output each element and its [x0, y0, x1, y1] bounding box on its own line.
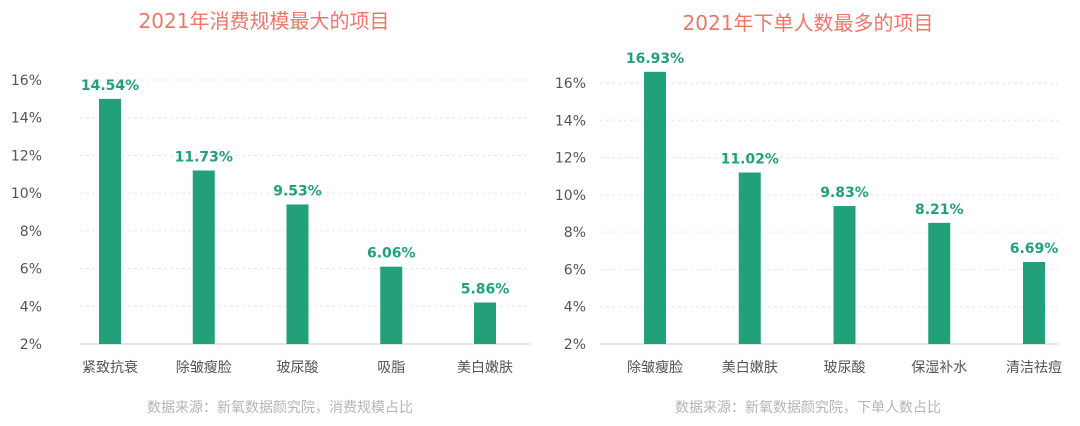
y-tick-label: 12%	[555, 151, 586, 167]
x-tick-label: 保湿补水	[911, 360, 967, 376]
x-tick-label: 紧致抗衰	[82, 359, 138, 376]
source-note: 数据来源：新氧数据颜究院，消费规模占比	[147, 400, 413, 416]
bar[interactable]	[738, 172, 761, 344]
y-axis: 2% 4% 6% 8% 10% 12% 14% 16%	[11, 73, 530, 353]
chart-title: 2021年下单人数最多的项目	[683, 11, 934, 35]
data-label: 16.93%	[626, 51, 684, 67]
x-axis: 紧致抗衰 除皱瘦脸 玻尿酸 吸脂 美白嫩肤	[82, 359, 513, 376]
x-tick-label: 美白嫩肤	[457, 360, 513, 376]
y-tick-label: 4%	[20, 299, 42, 315]
data-label: 9.83%	[820, 185, 869, 201]
x-tick-label: 美白嫩肤	[722, 360, 778, 376]
bar[interactable]	[99, 98, 121, 344]
bar[interactable]	[286, 204, 309, 344]
y-tick-label: 16%	[555, 76, 586, 92]
y-tick-label: 10%	[555, 188, 586, 204]
bar[interactable]	[644, 71, 666, 345]
data-label: 6.69%	[1010, 241, 1059, 257]
y-tick-label: 2%	[564, 337, 586, 353]
y-tick-label: 10%	[11, 186, 42, 202]
grid	[600, 82, 1058, 308]
x-tick-label: 玻尿酸	[277, 360, 319, 376]
data-label: 5.86%	[461, 282, 510, 298]
bar-series: 14.54% 11.73% 9.53% 6.06% 5.86%	[81, 78, 509, 344]
y-tick-label: 4%	[564, 300, 586, 316]
y-tick-label: 8%	[20, 224, 42, 240]
y-tick-label: 14%	[11, 111, 42, 127]
y-tick-label: 12%	[11, 148, 42, 164]
y-axis: 2% 4% 6% 8% 10% 12% 14% 16%	[555, 76, 1058, 353]
data-label: 9.53%	[273, 183, 322, 199]
y-tick-label: 14%	[555, 113, 586, 129]
bar[interactable]	[833, 206, 856, 344]
bar[interactable]	[1023, 261, 1045, 344]
chart-consumption-scale: 2021年消费规模最大的项目 2% 4% 6% 8% 10% 12% 14% 16% 14.5…	[11, 9, 530, 416]
y-tick-label: 6%	[20, 262, 42, 278]
data-label: 11.02%	[721, 151, 779, 167]
data-label: 11.73%	[175, 150, 233, 166]
x-tick-label: 除皱瘦脸	[627, 359, 683, 376]
bar[interactable]	[380, 266, 403, 344]
x-tick-label: 除皱瘦脸	[176, 359, 232, 376]
bar[interactable]	[192, 170, 215, 344]
x-tick-label: 吸脂	[377, 360, 405, 376]
bar[interactable]	[928, 222, 951, 344]
y-tick-label: 6%	[564, 262, 586, 278]
chart-title: 2021年消费规模最大的项目	[139, 9, 390, 33]
bar-series: 16.93% 11.02% 9.83% 8.21% 6.69%	[626, 51, 1059, 345]
y-tick-label: 16%	[11, 73, 42, 89]
x-tick-label: 清洁祛痘	[1006, 360, 1062, 376]
x-axis: 除皱瘦脸 美白嫩肤 玻尿酸 保湿补水 清洁祛痘	[627, 359, 1062, 376]
x-tick-label: 玻尿酸	[824, 360, 866, 376]
data-label: 8.21%	[915, 202, 964, 218]
data-label: 6.06%	[367, 246, 416, 262]
data-label: 14.54%	[81, 78, 139, 94]
chart-order-count: 2021年下单人数最多的项目 2% 4% 6% 8% 10% 12% 14% 16% 16.9…	[555, 11, 1062, 416]
bar[interactable]	[474, 302, 496, 344]
source-note: 数据来源：新氧数据颜究院，下单人数占比	[675, 400, 941, 416]
y-tick-label: 8%	[564, 225, 586, 241]
y-tick-label: 2%	[20, 337, 42, 353]
